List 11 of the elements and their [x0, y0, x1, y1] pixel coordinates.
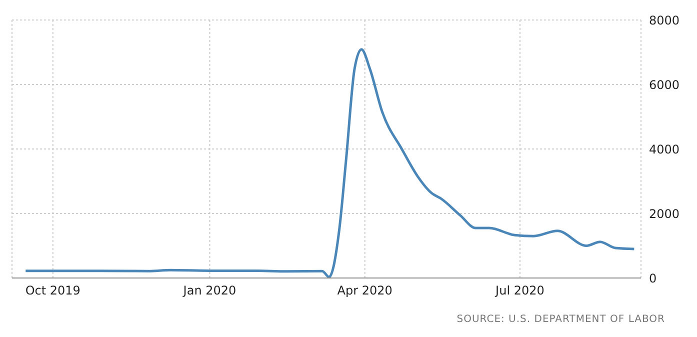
y-tick-label: 4000: [649, 142, 680, 156]
x-tick-label: Jul 2020: [494, 284, 544, 298]
x-tick-label: Apr 2020: [337, 284, 392, 298]
line-series: [24, 48, 636, 278]
x-tick-label: Jan 2020: [182, 284, 236, 298]
y-tick-label: 8000: [649, 13, 680, 28]
y-tick-label: 2000: [649, 206, 680, 221]
y-tick-label: 6000: [649, 78, 680, 92]
source-note: SOURCE: U.S. DEPARTMENT OF LABOR: [456, 314, 666, 325]
y-tick-label: 0: [649, 271, 657, 286]
x-tick-label: Oct 2019: [25, 284, 80, 298]
